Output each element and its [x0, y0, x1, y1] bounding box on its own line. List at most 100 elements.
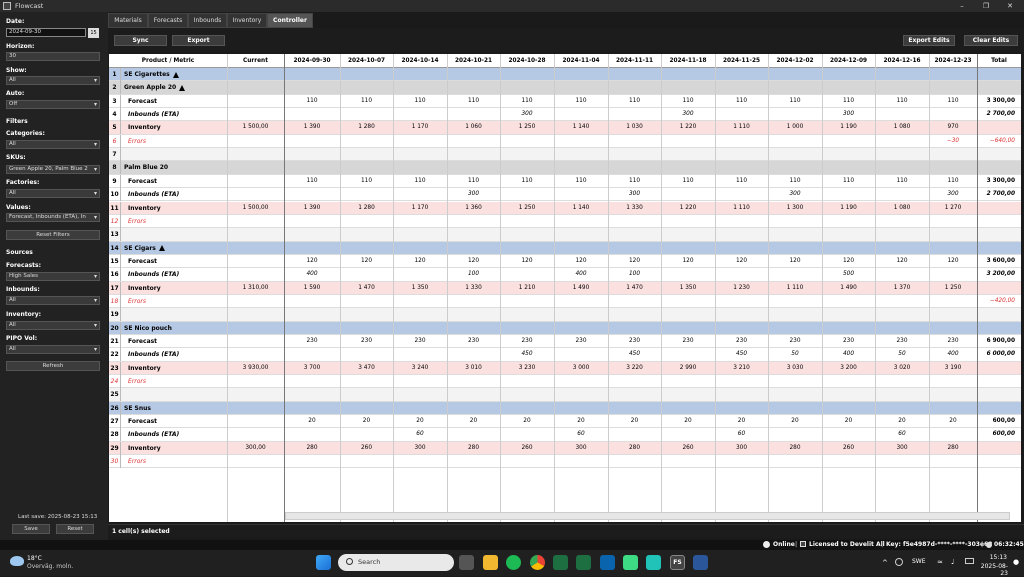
column-header-date[interactable]: 2024-10-28	[500, 54, 554, 68]
week-cell[interactable]: 120	[306, 257, 318, 264]
week-cell[interactable]: 1 250	[944, 284, 962, 291]
week-cell[interactable]: 110	[521, 97, 533, 104]
week-cell[interactable]: 280	[947, 444, 959, 451]
week-cell[interactable]: 970	[947, 124, 959, 131]
inventory-select[interactable]: All	[6, 321, 100, 330]
notification-icon[interactable]: ●	[1013, 558, 1020, 566]
column-header-date[interactable]: 2024-10-07	[340, 54, 393, 68]
minimize-icon[interactable]: –	[960, 2, 964, 10]
week-cell[interactable]: 120	[735, 257, 748, 264]
values-select[interactable]: Forecast, Inbounds (ETA), In	[6, 213, 100, 222]
metric-row[interactable]: 29 Inventory 300,00 280 260 300 280 260 300 280 26…	[109, 441, 1021, 456]
week-cell[interactable]: 1 140	[572, 204, 590, 211]
spacer-row[interactable]: 19	[109, 308, 1021, 322]
week-cell[interactable]: 20	[737, 418, 746, 425]
week-cell[interactable]: 1 280	[358, 124, 375, 131]
taskbar-search[interactable]: Search	[338, 554, 454, 571]
week-cell[interactable]: 1 300	[786, 204, 804, 211]
week-cell[interactable]: 1 360	[465, 204, 482, 211]
sku-row[interactable]: 8 Palm Blue 20	[109, 161, 1021, 175]
sync-button[interactable]: Sync	[114, 35, 167, 46]
clear-edits-button[interactable]: Clear Edits	[964, 35, 1018, 46]
week-cell[interactable]: 230	[467, 338, 480, 344]
week-cell[interactable]: 20	[362, 418, 371, 425]
week-cell[interactable]: 230	[575, 338, 587, 344]
week-cell[interactable]: 450	[735, 351, 748, 358]
week-cell[interactable]: 1 390	[303, 124, 321, 131]
week-cell[interactable]: 120	[947, 257, 959, 264]
spacer-row[interactable]: 25	[109, 388, 1021, 402]
week-cell[interactable]: 110	[896, 97, 908, 104]
week-cell[interactable]: 230	[789, 338, 801, 344]
total-cell[interactable]: 6 900,00	[986, 338, 1015, 344]
week-cell[interactable]: 230	[735, 338, 748, 344]
week-cell[interactable]: 1 250	[518, 124, 536, 131]
metric-row[interactable]: 22 Inbounds (ETA) 450 450 450 50 400 50 400 6 000…	[109, 348, 1021, 362]
week-cell[interactable]: 1 330	[465, 284, 482, 291]
week-cell[interactable]: 110	[947, 177, 959, 184]
inbounds-select[interactable]: All	[6, 296, 100, 305]
controller-grid[interactable]: Product / Metric Current 2024-09-30 2024-10…	[109, 54, 1021, 522]
column-header-date[interactable]: 2024-12-23	[929, 54, 977, 68]
week-cell[interactable]: 500	[842, 271, 855, 278]
week-cell[interactable]: 110	[896, 177, 908, 184]
export-button[interactable]: Export	[172, 35, 225, 46]
tab-forecasts[interactable]: Forecasts	[148, 13, 188, 28]
week-cell[interactable]: 300	[414, 444, 426, 451]
pipo-select[interactable]: All	[6, 345, 100, 354]
week-cell[interactable]: 50	[791, 351, 799, 358]
week-cell[interactable]: 120	[467, 257, 480, 264]
week-cell[interactable]: 20	[791, 418, 799, 425]
week-cell[interactable]: 260	[682, 444, 694, 451]
week-cell[interactable]: 300	[467, 191, 480, 198]
week-cell[interactable]: 1 280	[358, 204, 375, 211]
week-cell[interactable]: 120	[682, 257, 694, 264]
week-cell[interactable]: 110	[947, 97, 959, 104]
total-cell[interactable]: 3 300,00	[986, 97, 1015, 104]
week-cell[interactable]: 230	[360, 338, 373, 344]
week-cell[interactable]: 1 140	[572, 124, 590, 131]
week-cell[interactable]: 3 200	[840, 364, 857, 371]
column-header-date[interactable]: 2024-11-11	[608, 54, 661, 68]
week-cell[interactable]: 120	[789, 257, 801, 264]
week-cell[interactable]: 230	[414, 338, 426, 344]
week-cell[interactable]: 110	[735, 97, 748, 104]
week-cell[interactable]: 3 000	[572, 364, 590, 371]
tray-chevron-icon[interactable]: ^	[882, 559, 888, 567]
category-row[interactable]: 14 SE Cigars	[109, 241, 1021, 255]
metric-row[interactable]: 16 Inbounds (ETA) 400 100 400 100 500 3 200,00	[109, 268, 1021, 282]
week-cell[interactable]: 230	[682, 338, 694, 344]
auto-select[interactable]: Off	[6, 100, 100, 109]
horizon-input[interactable]: 30	[6, 52, 100, 61]
column-header-date[interactable]: 2024-11-04	[554, 54, 608, 68]
total-cell[interactable]: 2 700,00	[986, 191, 1015, 198]
outlook-icon[interactable]	[600, 555, 615, 570]
week-cell[interactable]: 1 250	[518, 204, 536, 211]
week-cell[interactable]: 20	[577, 418, 585, 425]
week-cell[interactable]: 20	[684, 418, 692, 425]
tab-materials[interactable]: Materials	[108, 13, 148, 28]
column-header-date[interactable]: 2024-12-02	[768, 54, 822, 68]
week-cell[interactable]: 20	[523, 418, 531, 425]
battery-icon[interactable]	[965, 558, 974, 564]
week-cell[interactable]: 110	[628, 177, 641, 184]
current-cell[interactable]: 3 930,00	[242, 364, 269, 371]
week-cell[interactable]: 450	[521, 351, 533, 358]
week-cell[interactable]: 300	[896, 444, 908, 451]
metric-row[interactable]: 4 Inbounds (ETA) 300 300 300 2 700,00	[109, 108, 1021, 122]
spacer-row[interactable]: 13	[109, 228, 1021, 242]
current-cell[interactable]: 300,00	[245, 444, 266, 451]
column-header-date[interactable]: 2024-12-16	[875, 54, 929, 68]
week-cell[interactable]: 110	[789, 97, 801, 104]
week-cell[interactable]: 1 330	[626, 204, 643, 211]
maximize-icon[interactable]: ❐	[982, 2, 990, 10]
week-cell[interactable]: 300	[789, 191, 801, 198]
reset-filters-button[interactable]: Reset Filters	[6, 230, 100, 240]
taskbar-date[interactable]: 2025-08-23	[980, 563, 1008, 577]
week-cell[interactable]: 3 210	[733, 364, 750, 371]
week-cell[interactable]: 300	[521, 111, 533, 118]
week-cell[interactable]: 100	[467, 271, 480, 278]
tab-inventory[interactable]: Inventory	[227, 13, 267, 28]
tray-app-icon[interactable]	[895, 558, 903, 566]
week-cell[interactable]: 3 230	[518, 364, 536, 371]
